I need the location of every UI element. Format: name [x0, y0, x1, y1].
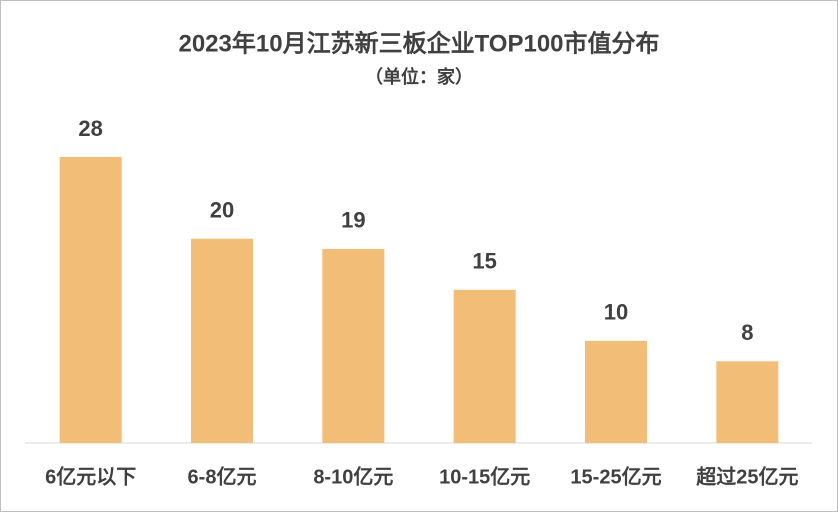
bar: [322, 248, 385, 443]
value-label: 10: [604, 300, 628, 325]
bar: [716, 361, 779, 443]
value-label: 15: [472, 249, 496, 274]
value-label: 28: [78, 116, 102, 141]
x-tick-label: 15-25亿元: [570, 464, 661, 488]
bar: [191, 238, 253, 443]
x-tick-label: 10-15亿元: [439, 464, 530, 488]
chart-subtitle: （单位：家）: [365, 66, 473, 87]
value-label: 8: [741, 320, 753, 345]
x-tick-label: 6亿元以下: [45, 464, 136, 488]
x-tick-label: 6-8亿元: [188, 464, 257, 488]
value-label: 19: [341, 208, 365, 233]
value-label: 20: [210, 198, 234, 223]
x-tick-label: 8-10亿元: [313, 464, 393, 488]
x-tick-label: 超过25亿元: [695, 464, 798, 488]
bar: [585, 340, 647, 443]
bar: [453, 289, 516, 443]
chart-title: 2023年10月江苏新三板企业TOP100市值分布: [178, 29, 659, 57]
bar: [59, 157, 122, 443]
